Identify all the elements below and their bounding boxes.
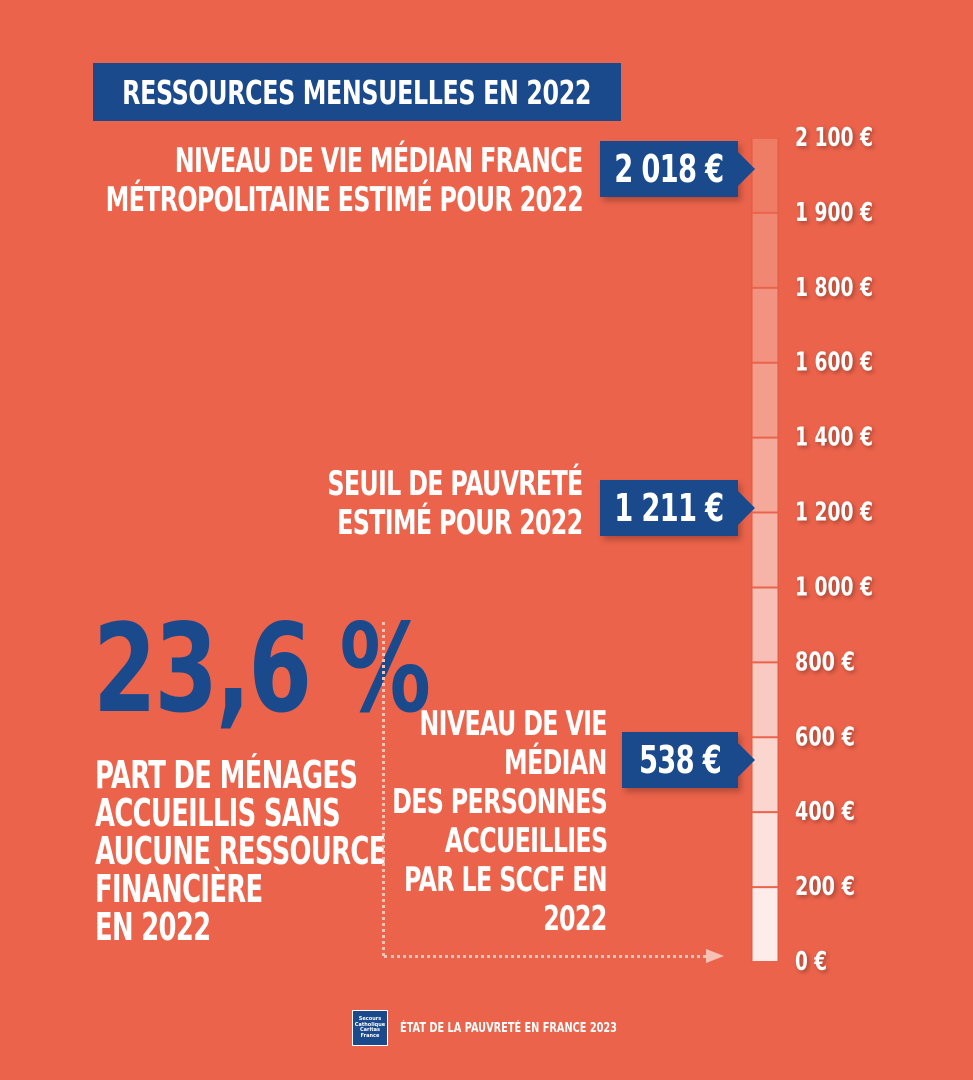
scale-segment	[752, 812, 778, 888]
scale-tick-label: 200 €	[795, 872, 855, 902]
logo-line: Caritas France	[360, 1027, 380, 1039]
highlight-value: 23,6 %	[93, 608, 541, 730]
marker-label-line: NIVEAU DE VIE	[419, 704, 608, 744]
scale-segment	[752, 737, 778, 813]
marker-label-line: 2022	[543, 899, 608, 940]
marker-label-line: MÉDIAN	[504, 743, 607, 784]
scale-segment	[752, 362, 778, 438]
marker-value-label: 2 018 €	[614, 146, 724, 191]
scale-tick-label: 1 800 €	[795, 273, 873, 303]
footer: Secours Catholique Caritas France ÉTAT DE …	[352, 1010, 689, 1046]
footer-text-label: ÉTAT DE LA PAUVRETÉ EN FRANCE 2023	[400, 1020, 617, 1036]
scale-segment	[752, 512, 778, 588]
marker-value-label: 1 211 €	[614, 486, 724, 531]
marker-label: NIVEAU DE VIE MÉDIAN FRANCE MÉTROPOLITAIN…	[0, 141, 584, 221]
secours-catholique-logo: Secours Catholique Caritas France	[352, 1010, 388, 1046]
dotted-arrow-head	[706, 949, 724, 963]
scale-segment	[752, 887, 778, 962]
marker-label-line: PAR LE SCCF EN	[404, 860, 608, 901]
scale-tick-label: 800 €	[795, 647, 855, 677]
marker-label: NIVEAU DE VIE MÉDIAN DES PERSONNES ACCUEILL…	[300, 704, 608, 940]
logo-line: Secours	[358, 1016, 382, 1022]
chart-title-box: RESSOURCES MENSUELLES EN 2022	[93, 63, 621, 121]
highlight-description: PART DE MÉNAGES ACCUEILLIS SANS AUCUNE R…	[95, 718, 522, 946]
marker-label-line: ACCUEILLIES	[444, 821, 607, 862]
marker-label-line: SEUIL DE PAUVRETÉ	[327, 464, 584, 504]
dotted-line-horizontal	[384, 955, 706, 958]
scale-segment	[752, 587, 778, 663]
marker-badge: 538 €	[622, 732, 738, 789]
scale-tick-label: 400 €	[795, 797, 855, 827]
scale-segment	[752, 212, 778, 288]
dotted-line-vertical	[382, 622, 385, 956]
scale-tick-label: 1 200 €	[795, 498, 873, 528]
scale-tick-label: 1 600 €	[795, 348, 873, 378]
marker-badge: 2 018 €	[600, 140, 738, 197]
scale-segment	[752, 287, 778, 363]
scale-segment	[752, 437, 778, 513]
scale-tick-label: 0 €	[795, 947, 827, 977]
chart-title: RESSOURCES MENSUELLES EN 2022	[122, 72, 592, 112]
marker-value-label: 538 €	[638, 738, 722, 783]
marker-label-line: ESTIMÉ POUR 2022	[337, 503, 584, 544]
logo-line: Catholique	[354, 1021, 386, 1028]
highlight-description-text: PART DE MÉNAGES ACCUEILLIS SANS AUCUNE R…	[95, 753, 386, 949]
scale-tick-label: 1 400 €	[795, 423, 873, 453]
scale-tick-label: 2 100 €	[795, 123, 873, 153]
scale-tick-label: 600 €	[795, 722, 855, 752]
marker-label: SEUIL DE PAUVRETÉ ESTIMÉ POUR 2022	[218, 464, 584, 544]
scale-segment	[752, 662, 778, 738]
scale-tick-label: 1 900 €	[795, 198, 873, 228]
scale-segment	[752, 138, 778, 213]
marker-label-line: DES PERSONNES	[392, 782, 608, 823]
marker-label-line: NIVEAU DE VIE MÉDIAN FRANCE	[175, 141, 583, 181]
footer-text: ÉTAT DE LA PAUVRETÉ EN FRANCE 2023	[400, 1021, 689, 1036]
scale-tick-label: 1 000 €	[795, 572, 873, 602]
marker-badge: 1 211 €	[600, 480, 738, 537]
marker-label-line: MÉTROPOLITAINE ESTIMÉ POUR 2022	[105, 180, 584, 221]
highlight-value-text: 23,6 %	[93, 598, 431, 740]
